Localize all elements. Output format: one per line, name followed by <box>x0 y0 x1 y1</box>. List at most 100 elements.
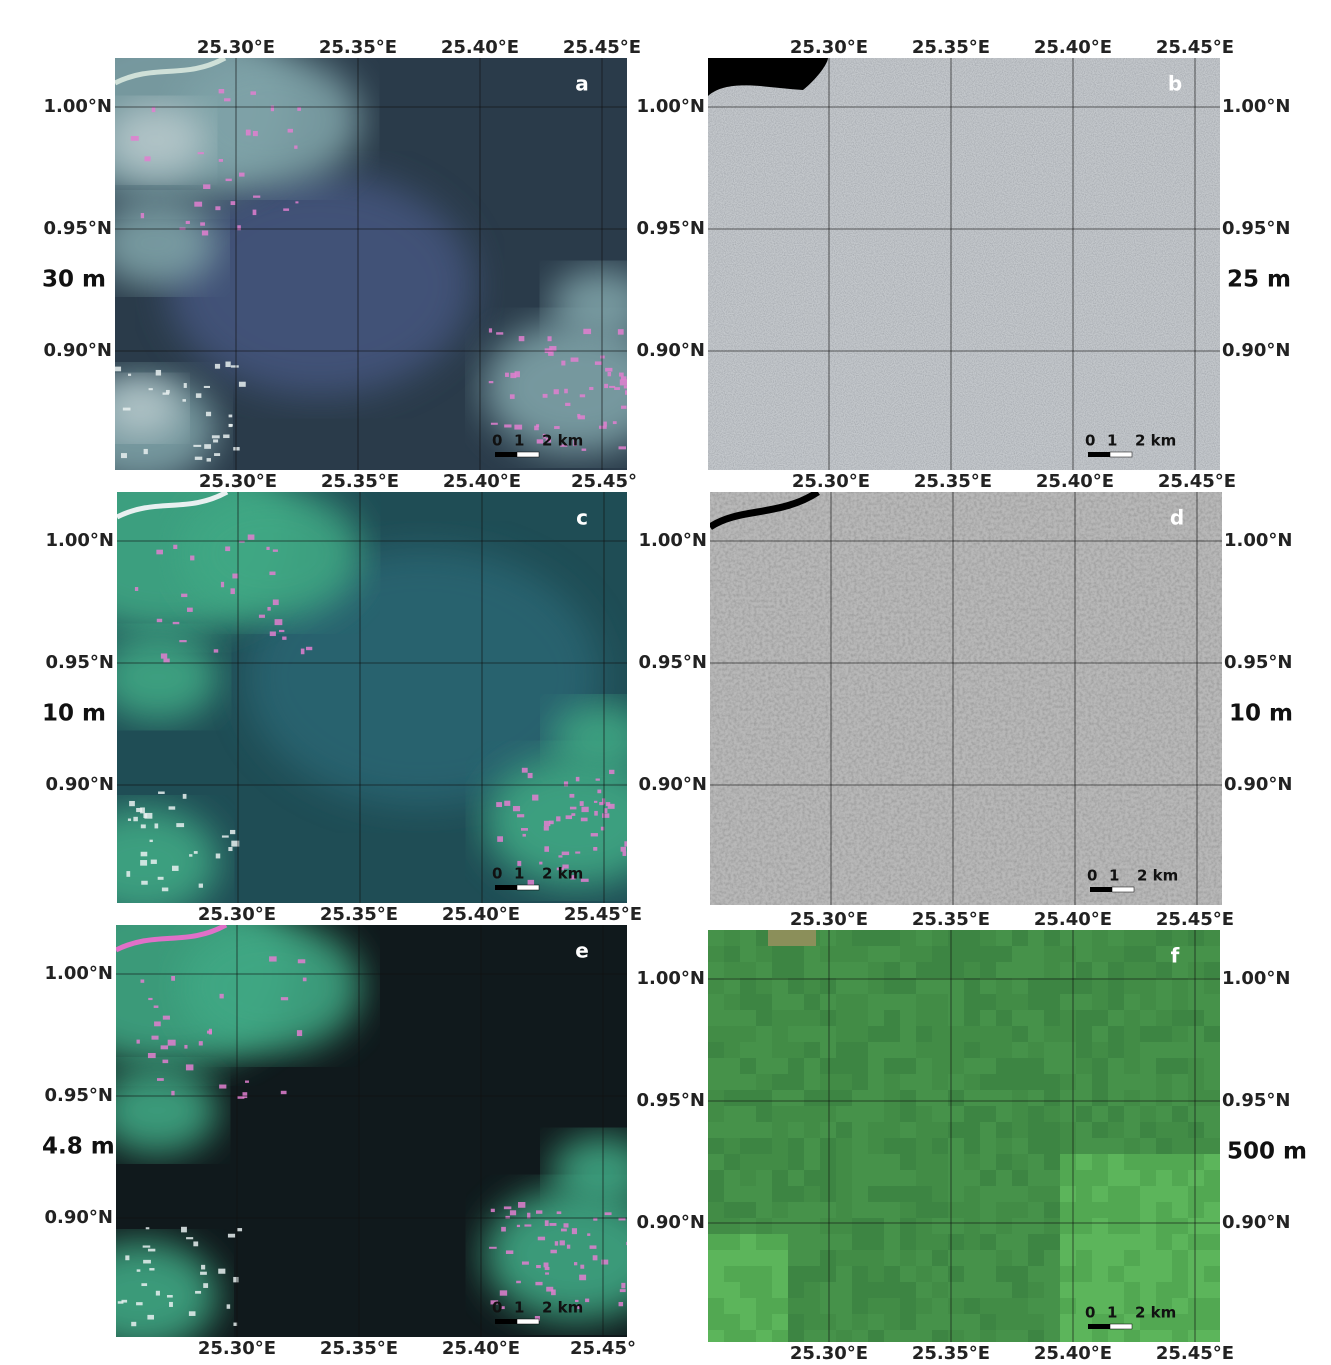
pixel <box>1076 978 1092 994</box>
land-patch <box>100 379 182 438</box>
pixel <box>836 1026 852 1042</box>
pixel <box>980 1234 996 1250</box>
clearing <box>642 425 647 428</box>
clearing <box>150 840 153 842</box>
scale-bar <box>517 885 539 890</box>
clearing <box>253 196 260 198</box>
pixel <box>1012 1186 1028 1202</box>
pixel <box>1188 1010 1204 1026</box>
longitude-label: 25.35°E <box>912 909 990 930</box>
pixel <box>756 1186 772 1202</box>
pixel <box>804 1122 820 1138</box>
pixel <box>1012 1074 1028 1090</box>
clearing <box>147 1315 154 1320</box>
pixel <box>932 1138 948 1154</box>
pixel <box>1204 1074 1220 1090</box>
pixel <box>724 1058 740 1074</box>
pixel <box>884 930 900 946</box>
pixel <box>1172 1042 1188 1058</box>
clearing <box>554 426 560 429</box>
pixel <box>1028 1010 1044 1026</box>
latitude-label: 0.90°N <box>639 774 707 795</box>
clearing <box>186 1237 193 1239</box>
pixel <box>1044 978 1060 994</box>
pixel <box>1188 1186 1204 1202</box>
pixel <box>1204 962 1220 978</box>
clearing <box>182 399 186 402</box>
pixel <box>1172 1250 1188 1266</box>
map-panel: f25.30°E25.35°E25.40°E25.45°E25.30°E25.3… <box>637 909 1307 1361</box>
clearing <box>632 760 637 765</box>
pixel <box>868 1266 884 1282</box>
clearing <box>206 412 211 416</box>
pixel <box>1028 1122 1044 1138</box>
pixel <box>1188 1042 1204 1058</box>
pixel <box>1140 1186 1156 1202</box>
pixel <box>1204 1266 1220 1282</box>
pixel <box>1172 1170 1188 1186</box>
pixel <box>708 1330 724 1346</box>
pixel <box>1124 1170 1140 1186</box>
longitude-label: 25.40°E <box>1034 909 1112 930</box>
clearing <box>514 425 522 430</box>
scale-label: 1 <box>514 1299 524 1317</box>
pixel <box>1140 1090 1156 1106</box>
clearing <box>564 1223 569 1227</box>
clearing <box>198 152 204 154</box>
pixel <box>820 1170 836 1186</box>
pixel <box>740 1122 756 1138</box>
pixel <box>1044 1138 1060 1154</box>
pixel <box>884 962 900 978</box>
pixel <box>964 1202 980 1218</box>
resolution-label: 10 m <box>42 701 106 727</box>
clearing <box>189 854 192 857</box>
pixel <box>836 1090 852 1106</box>
clearing <box>137 1269 141 1271</box>
clearing <box>288 129 293 133</box>
clearing <box>213 439 218 442</box>
scale-label: 1 <box>1107 1304 1117 1322</box>
pixel <box>1076 1042 1092 1058</box>
clearing <box>521 828 528 831</box>
clearing <box>545 1267 550 1270</box>
clearing <box>580 1265 584 1269</box>
clearing <box>544 846 549 852</box>
pixel <box>756 1330 772 1346</box>
imagery <box>39 882 668 1352</box>
pixel <box>1108 1250 1124 1266</box>
pixel <box>708 930 724 946</box>
latitude-label: 0.90°N <box>45 1207 113 1228</box>
clearing <box>561 1229 567 1232</box>
pixel <box>852 946 868 962</box>
pixel <box>820 962 836 978</box>
pixel <box>740 1266 756 1282</box>
clearing <box>136 808 142 812</box>
clearing <box>266 547 269 550</box>
pixel <box>772 1282 788 1298</box>
clearing <box>214 649 218 652</box>
pixel <box>1124 1106 1140 1122</box>
clearing <box>591 833 598 836</box>
pixel <box>948 1266 964 1282</box>
clearing <box>564 389 568 394</box>
clearing <box>270 631 276 636</box>
clearing <box>544 1263 549 1268</box>
clearing <box>253 210 257 215</box>
latitude-label: 0.95°N <box>1222 1090 1290 1111</box>
clearing <box>624 841 631 846</box>
clearing <box>228 847 232 851</box>
pixel <box>1188 1266 1204 1282</box>
pixel <box>740 1106 756 1122</box>
pixel <box>852 1218 868 1234</box>
pixel <box>1028 1106 1044 1122</box>
pixel <box>852 1298 868 1314</box>
clearing <box>602 813 609 818</box>
pixel <box>1092 930 1108 946</box>
pixel <box>1012 1170 1028 1186</box>
pixel <box>836 1170 852 1186</box>
pixel <box>1124 1234 1140 1250</box>
clearing <box>163 393 170 395</box>
pixel <box>1140 930 1156 946</box>
pixel <box>1076 1250 1092 1266</box>
pixel <box>1204 1010 1220 1026</box>
